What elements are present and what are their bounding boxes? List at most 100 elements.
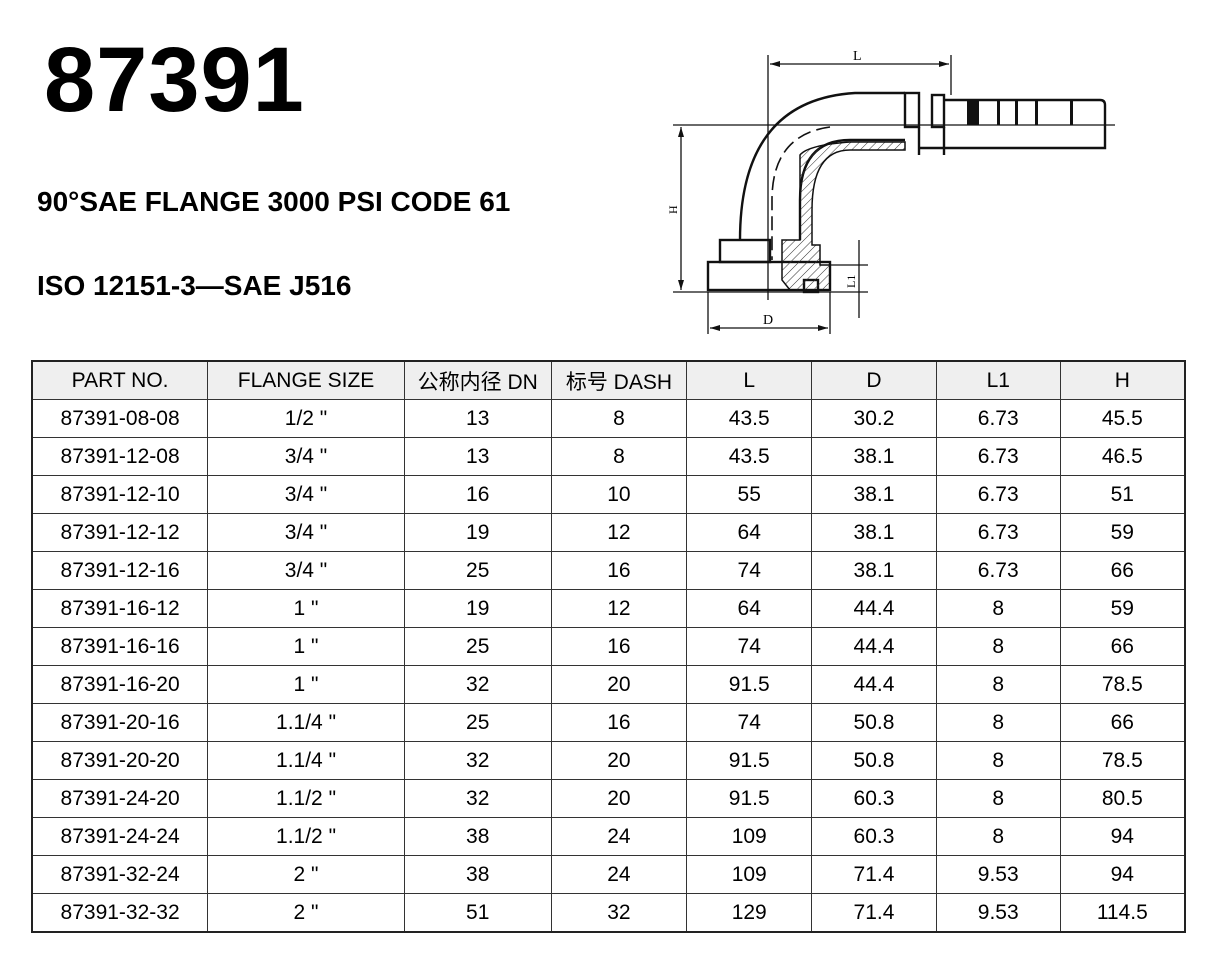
table-row: 87391-32-24 2 " 38 24 109 71.4 9.53 94 — [31, 855, 1186, 894]
table-row: 87391-12-10 3/4 " 16 10 55 38.1 6.73 51 — [31, 475, 1186, 514]
table-cell: 32 — [403, 665, 552, 704]
table-cell: 66 — [1059, 703, 1186, 742]
table-cell: 20 — [550, 665, 688, 704]
table-cell: 8 — [935, 817, 1061, 856]
table-cell: 32 — [403, 741, 552, 780]
table-cell: 38 — [403, 855, 552, 894]
table-cell: 87391-12-16 — [31, 551, 209, 590]
table-cell: 66 — [1059, 627, 1186, 666]
table-cell: 87391-24-20 — [31, 779, 209, 818]
dimension-label-l1: L1 — [844, 275, 858, 288]
table-cell: 24 — [550, 817, 688, 856]
table-row: 87391-12-12 3/4 " 19 12 64 38.1 6.73 59 — [31, 513, 1186, 552]
table-cell: 20 — [550, 779, 688, 818]
table-row: 87391-20-16 1.1/4 " 25 16 74 50.8 8 66 — [31, 703, 1186, 742]
table-cell: 44.4 — [811, 665, 937, 704]
table-row: 87391-32-32 2 " 51 32 129 71.4 9.53 114.5 — [31, 893, 1186, 933]
table-row: 87391-08-08 1/2 " 13 8 43.5 30.2 6.73 45.5 — [31, 399, 1186, 438]
table-cell: 38 — [403, 817, 552, 856]
table-cell: 38.1 — [811, 551, 937, 590]
table-cell: 87391-16-12 — [31, 589, 209, 628]
table-cell: 8 — [550, 399, 688, 438]
column-header: L1 — [935, 360, 1061, 400]
table-cell: 59 — [1059, 513, 1186, 552]
table-cell: 80.5 — [1059, 779, 1186, 818]
dimension-label-h: H — [666, 205, 680, 214]
table-cell: 25 — [403, 551, 552, 590]
part-number-title: 87391 — [44, 29, 305, 131]
table-cell: 1 " — [207, 665, 405, 704]
table-cell: 78.5 — [1059, 665, 1186, 704]
dimension-label-d: D — [763, 313, 773, 328]
table-cell: 8 — [935, 627, 1061, 666]
table-cell: 87391-12-12 — [31, 513, 209, 552]
table-cell: 3/4 " — [207, 475, 405, 514]
table-cell: 114.5 — [1059, 893, 1186, 933]
table-row: 87391-16-20 1 " 32 20 91.5 44.4 8 78.5 — [31, 665, 1186, 704]
dimension-label-l: L — [853, 49, 862, 64]
table-cell: 74 — [686, 551, 813, 590]
table-cell: 19 — [403, 589, 552, 628]
table-cell: 8 — [935, 741, 1061, 780]
table-cell: 38.1 — [811, 475, 937, 514]
table-cell: 8 — [935, 665, 1061, 704]
table-cell: 94 — [1059, 817, 1186, 856]
table-cell: 1.1/2 " — [207, 817, 405, 856]
table-cell: 38.1 — [811, 513, 937, 552]
table-cell: 16 — [550, 551, 688, 590]
standard-label: ISO 12151-3—SAE J516 — [37, 270, 352, 301]
table-cell: 30.2 — [811, 399, 937, 438]
table-cell: 13 — [403, 437, 552, 476]
table-cell: 1/2 " — [207, 399, 405, 438]
column-header: L — [686, 360, 813, 400]
table-cell: 51 — [1059, 475, 1186, 514]
table-cell: 6.73 — [935, 399, 1061, 438]
table-cell: 64 — [686, 513, 813, 552]
table-cell: 71.4 — [811, 855, 937, 894]
table-cell: 8 — [935, 703, 1061, 742]
table-cell: 55 — [686, 475, 813, 514]
table-cell: 87391-08-08 — [31, 399, 209, 438]
table-cell: 71.4 — [811, 893, 937, 933]
table-cell: 50.8 — [811, 741, 937, 780]
table-cell: 6.73 — [935, 513, 1061, 552]
table-cell: 3/4 " — [207, 437, 405, 476]
table-cell: 87391-20-20 — [31, 741, 209, 780]
table-cell: 3/4 " — [207, 551, 405, 590]
table-row: 87391-24-24 1.1/2 " 38 24 109 60.3 8 94 — [31, 817, 1186, 856]
table-cell: 87391-20-16 — [31, 703, 209, 742]
table-cell: 2 " — [207, 855, 405, 894]
table-row: 87391-12-16 3/4 " 25 16 74 38.1 6.73 66 — [31, 551, 1186, 590]
table-cell: 91.5 — [686, 779, 813, 818]
table-cell: 1.1/4 " — [207, 741, 405, 780]
table-cell: 51 — [403, 893, 552, 933]
table-cell: 74 — [686, 627, 813, 666]
table-cell: 1.1/2 " — [207, 779, 405, 818]
column-header: 公称内径 DN — [403, 360, 552, 400]
table-cell: 59 — [1059, 589, 1186, 628]
table-cell: 19 — [403, 513, 552, 552]
table-cell: 44.4 — [811, 589, 937, 628]
table-cell: 13 — [403, 399, 552, 438]
table-row: 87391-16-16 1 " 25 16 74 44.4 8 66 — [31, 627, 1186, 666]
column-header: D — [811, 360, 937, 400]
table-cell: 91.5 — [686, 665, 813, 704]
table-cell: 12 — [550, 589, 688, 628]
table-cell: 12 — [550, 513, 688, 552]
column-header: PART NO. — [31, 360, 209, 400]
table-cell: 87391-16-16 — [31, 627, 209, 666]
table-cell: 8 — [550, 437, 688, 476]
table-cell: 109 — [686, 817, 813, 856]
table-cell: 91.5 — [686, 741, 813, 780]
column-header: 标号 DASH — [550, 360, 688, 400]
table-cell: 43.5 — [686, 399, 813, 438]
table-cell: 16 — [550, 627, 688, 666]
table-cell: 87391-12-08 — [31, 437, 209, 476]
table-cell: 25 — [403, 703, 552, 742]
table-cell: 9.53 — [935, 893, 1061, 933]
table-header-row: PART NO. FLANGE SIZE 公称内径 DN 标号 DASH L D L1 H — [31, 360, 1186, 400]
table-cell: 129 — [686, 893, 813, 933]
table-row: 87391-16-12 1 " 19 12 64 44.4 8 59 — [31, 589, 1186, 628]
table-cell: 16 — [550, 703, 688, 742]
table-cell: 38.1 — [811, 437, 937, 476]
